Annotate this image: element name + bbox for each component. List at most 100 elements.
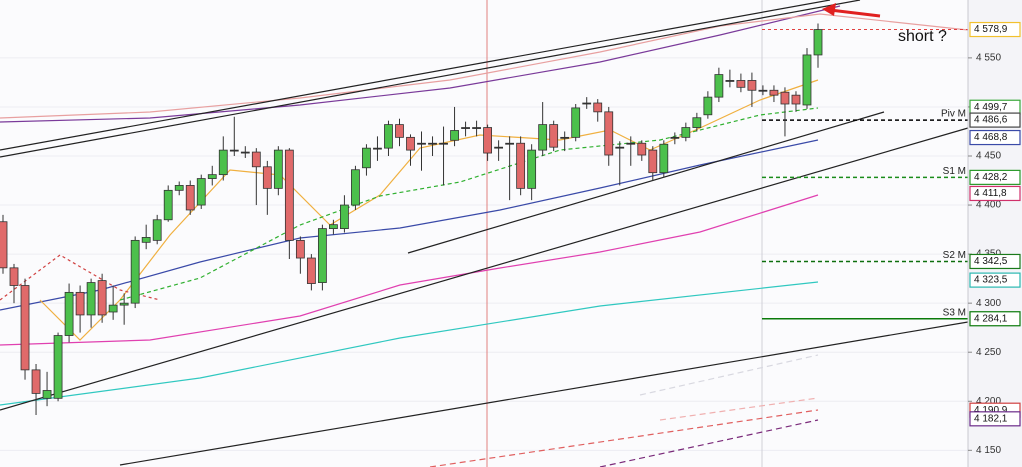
- candle-body: [185, 185, 195, 211]
- candle-body: [483, 127, 492, 154]
- candle-body: [53, 335, 63, 399]
- y-tick-label: 4 150: [976, 445, 1001, 456]
- candle-body: [670, 136, 680, 139]
- candle-body: [75, 291, 85, 316]
- candle-body: [406, 136, 415, 151]
- candle-body: [86, 282, 96, 316]
- candle-body: [648, 149, 658, 174]
- price-tag: [969, 129, 1021, 146]
- y-tick-label: 4 200: [976, 396, 1001, 407]
- candle-body: [218, 149, 228, 176]
- candle-body: [240, 151, 250, 154]
- y-tick-label: 4 250: [976, 347, 1001, 358]
- trend-line: [639, 354, 819, 396]
- candle-body: [273, 149, 283, 189]
- moving-average: [0, 5, 841, 123]
- candle-body: [373, 147, 382, 150]
- candle-body: [780, 91, 790, 105]
- trend-line: [659, 397, 819, 421]
- candle-body: [428, 142, 437, 145]
- candle-body: [384, 124, 393, 149]
- candle-body: [516, 142, 526, 189]
- candle-body: [207, 174, 217, 179]
- candle-body: [494, 146, 504, 149]
- candle-body: [703, 96, 713, 116]
- candle-body: [251, 151, 261, 168]
- candle-body: [472, 127, 481, 129]
- overlays: [0, 0, 969, 467]
- y-tick-label: 4 450: [976, 151, 1001, 162]
- candle-body: [604, 111, 614, 156]
- candle-body: [813, 29, 823, 56]
- candle-body: [130, 239, 140, 304]
- candle-body: [747, 80, 757, 91]
- candle-body: [119, 302, 129, 306]
- grid-layer: [0, 57, 968, 451]
- y-tick-label: 4 300: [976, 298, 1001, 309]
- candle-body: [141, 237, 151, 243]
- price-tag: [969, 185, 1021, 202]
- candle-body: [593, 102, 603, 113]
- candle-body: [527, 149, 537, 189]
- candle-body: [64, 291, 74, 336]
- price-tag-label: 4 486,6: [974, 115, 1008, 126]
- annotation: short ?: [898, 28, 947, 45]
- price-tag-label: 4 468,8: [974, 132, 1008, 143]
- candle-body: [758, 89, 768, 92]
- price-tag-label: 4 323,5: [974, 275, 1008, 286]
- pivot-label: Piv M: [941, 109, 966, 120]
- candle-body: [295, 239, 305, 259]
- candle-body: [736, 80, 746, 88]
- price-tag: [969, 253, 1021, 270]
- candle-body: [538, 124, 548, 151]
- trend-line: [119, 321, 969, 466]
- arrow-head: [822, 3, 836, 16]
- candle-body: [450, 130, 459, 141]
- candles: [0, 23, 823, 416]
- trend-line: [0, 127, 969, 411]
- candle-body: [306, 257, 316, 284]
- candle-body: [417, 142, 426, 145]
- candle-body: [196, 178, 206, 206]
- candle-body: [637, 142, 647, 156]
- candle-body: [549, 124, 559, 148]
- moving-average: [0, 13, 969, 119]
- moving-average: [0, 281, 819, 406]
- price-tag: [969, 112, 1021, 128]
- candle-body: [582, 102, 592, 105]
- candle-body: [692, 117, 702, 128]
- trend-line: [407, 111, 885, 254]
- candle-body: [97, 280, 107, 316]
- candle-body: [284, 149, 294, 241]
- candle-body: [351, 169, 360, 206]
- candle-body: [659, 143, 669, 174]
- price-tag-label: 4 428,2: [974, 172, 1008, 183]
- candle-body: [362, 147, 371, 169]
- candle-body: [714, 74, 724, 98]
- price-tag-label: 4 499,7: [974, 102, 1008, 113]
- moving-average: [0, 194, 819, 346]
- candle-body: [791, 94, 801, 105]
- price-tag-label: 4 284,1: [974, 313, 1008, 324]
- pivot-label: S3 M: [943, 307, 966, 318]
- candle-body: [461, 127, 470, 129]
- trend-line: [0, 0, 861, 158]
- price-tag-label: 4 190,9: [974, 405, 1008, 416]
- trend-line: [429, 409, 819, 467]
- candle-body: [163, 189, 173, 221]
- candle-body: [340, 204, 349, 229]
- candle-body: [229, 149, 239, 152]
- candle-body: [31, 369, 41, 394]
- arrow: [829, 8, 881, 18]
- price-tag: [969, 272, 1021, 288]
- price-tag-label: 4 411,8: [974, 188, 1007, 199]
- price-tag-label: 4 578,9: [974, 24, 1008, 35]
- candle-body: [20, 285, 30, 371]
- candle-body: [174, 185, 184, 191]
- candle-body: [439, 142, 448, 145]
- trend-line: [599, 419, 819, 467]
- price-tag: [969, 411, 1021, 427]
- pivot-label: S2 M: [943, 250, 966, 261]
- candle-body: [571, 107, 581, 138]
